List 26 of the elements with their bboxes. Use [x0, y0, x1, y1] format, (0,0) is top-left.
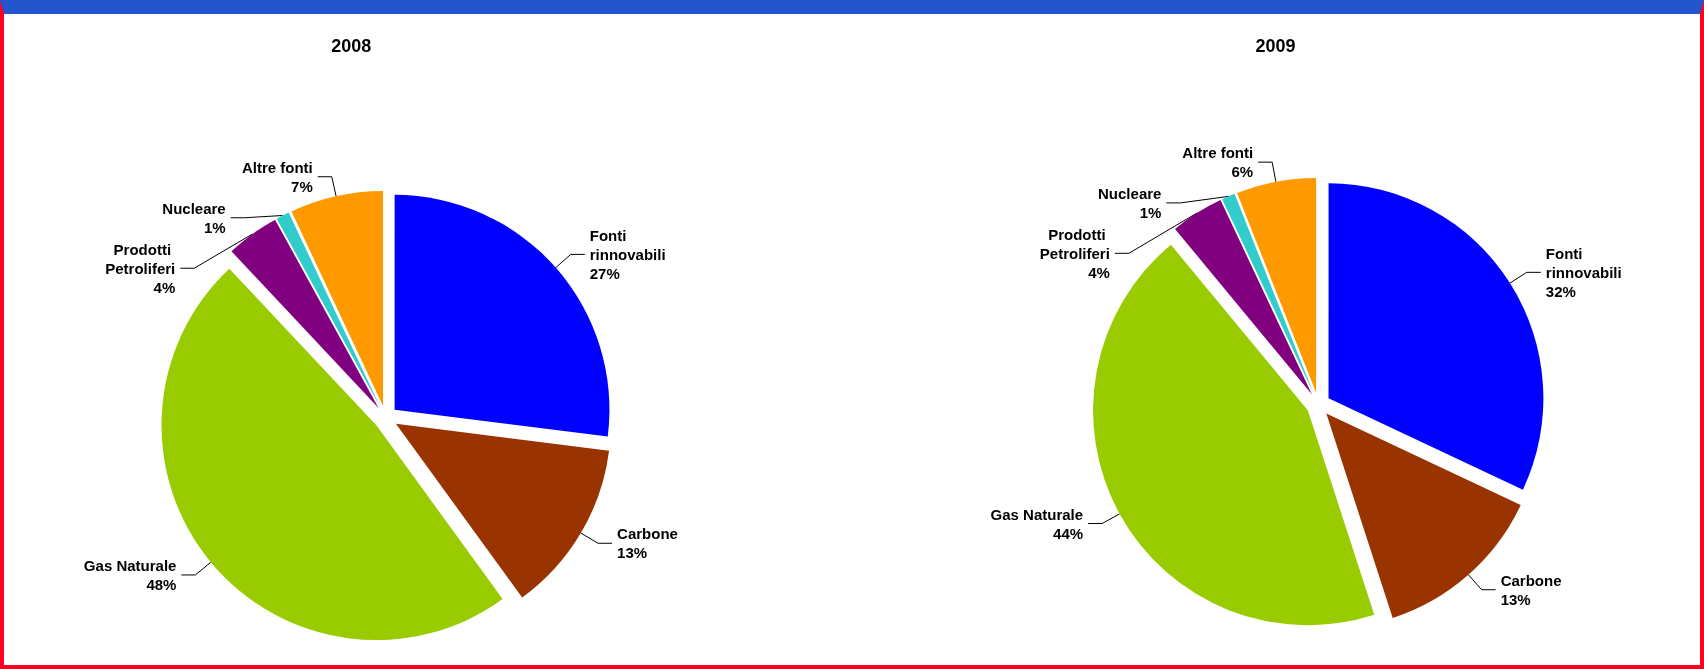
slice-label: Altre fonti — [1182, 144, 1254, 162]
data-label: 1% — [1139, 203, 1162, 221]
slice-label: Prodotti Petroliferi — [1039, 225, 1110, 262]
chart-title: 2009 — [1255, 36, 1296, 56]
slice-label: Altre fonti — [241, 158, 313, 176]
slice-label: Gas Naturale — [83, 556, 177, 574]
data-label: 7% — [291, 177, 313, 195]
slice-label: Nucleare — [162, 199, 226, 217]
data-label: 13% — [617, 544, 648, 562]
slice-label: Fonti rinnovabili — [589, 226, 666, 263]
slice-label: Fonti rinnovabili — [1545, 244, 1622, 281]
slice-label: Carbone — [1500, 571, 1562, 589]
slice-label: Carbone — [617, 525, 678, 543]
slice-label: Nucleare — [1098, 184, 1162, 202]
data-label: 44% — [1053, 524, 1084, 542]
data-label: 27% — [589, 264, 620, 282]
data-label: 4% — [153, 278, 176, 296]
slice-label: Prodotti Petroliferi — [105, 240, 176, 277]
data-label: 32% — [1545, 282, 1576, 300]
data-label: 13% — [1500, 590, 1531, 608]
data-label: 1% — [204, 218, 226, 236]
slice-label: Gas Naturale — [990, 505, 1084, 523]
data-label: 48% — [146, 575, 177, 593]
data-label: 6% — [1231, 163, 1254, 181]
data-label: 4% — [1088, 263, 1110, 281]
chart-title: 2008 — [331, 36, 372, 56]
